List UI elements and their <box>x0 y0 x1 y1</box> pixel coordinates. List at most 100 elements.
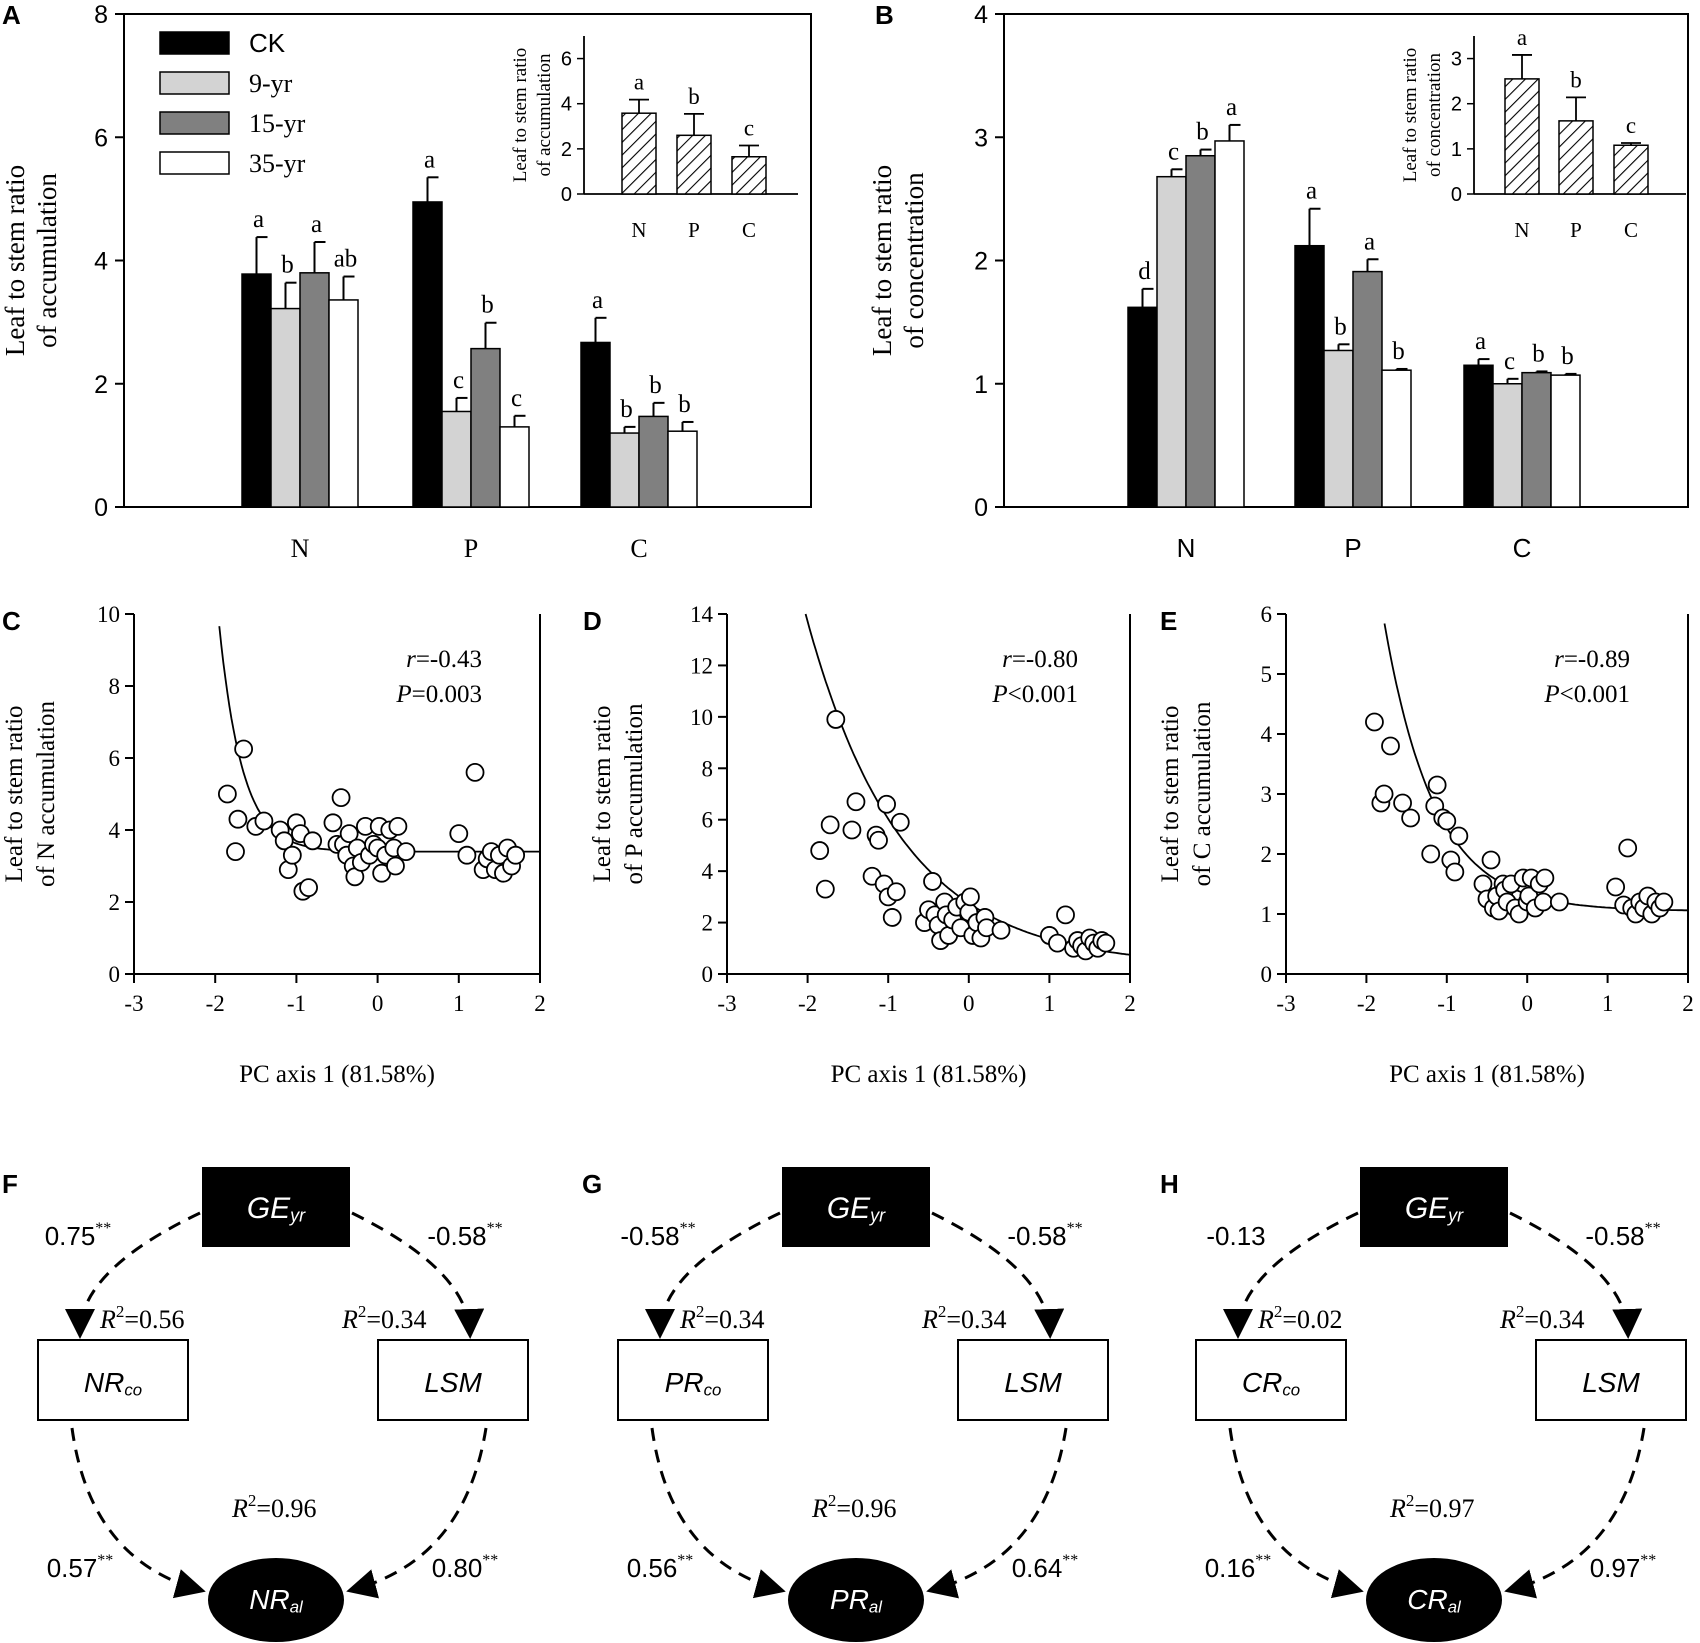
data-point <box>846 792 866 812</box>
bar <box>1492 383 1523 508</box>
bar <box>1352 270 1383 508</box>
inset-chart: 0 2 4 6 Leaf to stem ratio of accumulation a Nb… <box>510 36 798 242</box>
r2-right-value: =0.34 <box>366 1305 426 1334</box>
coef-top-right-value: -0.58 <box>427 1221 486 1251</box>
significance-letter: b <box>481 292 494 319</box>
coef-top-right: -0.58** <box>1007 1220 1082 1251</box>
node-box-top <box>782 1167 930 1247</box>
node-top-label-sub: yr <box>1446 1206 1464 1226</box>
coef-right-bottom-value: 0.64 <box>1012 1553 1063 1583</box>
r2-left-exponent: 2 <box>696 1302 705 1321</box>
data-point <box>1056 905 1075 925</box>
node-box-left <box>37 1339 189 1421</box>
node-bottom-label-sub: al <box>1448 1597 1462 1616</box>
data-point <box>826 710 846 729</box>
stat-r-symbol: r <box>1554 646 1564 673</box>
data-point <box>1048 933 1067 953</box>
y-tick-label: 6 <box>1261 602 1273 627</box>
inset-y-axis-label: of concentration <box>1424 53 1445 177</box>
coef-right-bottom-significance: ** <box>482 1552 498 1569</box>
node-left-label-main: NR <box>84 1367 124 1398</box>
x-category-label: N <box>1177 533 1196 563</box>
y-tick-label: 3 <box>1261 782 1273 807</box>
x-tick-label: -2 <box>798 991 817 1016</box>
coef-top-left-significance: ** <box>680 1220 696 1237</box>
significance-letter: b <box>281 252 294 279</box>
y-axis-label: of accumulation <box>32 173 62 348</box>
data-point <box>388 817 408 836</box>
node-top-label-sub: yr <box>288 1206 306 1226</box>
coef-right-bottom-significance: ** <box>1062 1552 1078 1569</box>
r2-bottom-exponent: 2 <box>248 1491 257 1510</box>
data-point <box>1654 892 1674 912</box>
significance-letter: ab <box>334 246 358 273</box>
inset-chart: 0 1 2 3 Leaf to stem ratio of concentration a N… <box>1400 25 1686 242</box>
significance-letter: c <box>1504 348 1515 375</box>
inset-x-category-label: P <box>688 218 700 242</box>
panel-label: G <box>582 1169 602 1199</box>
coef-top-left: 0.75** <box>45 1220 112 1251</box>
coef-left-bottom: 0.56** <box>627 1552 694 1583</box>
x-tick-label: 2 <box>534 991 546 1016</box>
x-tick-label: -3 <box>717 991 736 1016</box>
inset-y-tick-label: 6 <box>561 49 572 71</box>
data-point <box>217 784 237 804</box>
node-left-label-main: CR <box>1242 1367 1282 1398</box>
inset-x-category-label: N <box>1514 218 1529 242</box>
data-point <box>1618 838 1638 858</box>
node-top-label-main: GE <box>247 1192 291 1225</box>
inset-x-category-label: C <box>1624 218 1638 242</box>
r2-left: R2=0.02 <box>1257 1302 1343 1334</box>
r2-bottom-symbol: R <box>231 1494 248 1523</box>
path-arrow-left-bottom <box>70 1427 206 1599</box>
y-tick-label: 2 <box>109 890 121 915</box>
coef-top-right-significance: ** <box>1645 1220 1661 1237</box>
coef-top-left-value: -0.58 <box>620 1221 679 1251</box>
y-tick-label: 4 <box>702 859 714 884</box>
significance-letter: b <box>1532 340 1545 367</box>
panel-label: D <box>583 606 602 636</box>
legend-label: 9-yr <box>249 69 293 98</box>
data-point <box>457 845 477 865</box>
data-point <box>396 842 416 861</box>
x-tick-label: -1 <box>287 991 306 1016</box>
inset-bar <box>621 112 657 195</box>
inset-y-tick-label: 2 <box>561 139 572 161</box>
stat-p-value: =0.003 <box>412 681 482 708</box>
node-top-label: GEyr <box>247 1192 306 1226</box>
r2-right-symbol: R <box>1499 1305 1516 1334</box>
path-arrow-left-bottom <box>650 1427 786 1599</box>
data-point <box>1096 933 1116 953</box>
data-point <box>282 845 302 865</box>
r2-right-value: =0.34 <box>946 1305 1006 1334</box>
stat-r-value: =-0.89 <box>1564 646 1630 673</box>
y-tick-label: 0 <box>702 962 714 987</box>
fit-curve <box>1383 623 1688 912</box>
significance-letter: a <box>424 146 435 173</box>
x-category-label: P <box>1344 533 1361 563</box>
r2-left-exponent: 2 <box>1274 1302 1283 1321</box>
data-point <box>1449 826 1469 846</box>
stat-r: r=-0.80 <box>1002 646 1078 673</box>
path-arrow-right-bottom <box>1504 1427 1646 1599</box>
node-top-label: GEyr <box>827 1192 886 1226</box>
legend-label: 35-yr <box>249 149 306 178</box>
bar <box>270 307 301 508</box>
y-tick-label: 4 <box>94 248 108 276</box>
data-point <box>339 824 359 843</box>
x-tick-label: 1 <box>453 991 465 1016</box>
node-left-label-sub: co <box>1282 1380 1300 1399</box>
data-point <box>1533 892 1553 912</box>
data-point <box>1365 712 1384 732</box>
x-tick-label: -3 <box>1276 991 1295 1016</box>
node-ellipse-bottom <box>788 1558 924 1642</box>
panel-c: C 0 2 4 6 8 10 -3 -2 -1 0 1 2 PC axis 1 (81.58%) Leaf … <box>1 602 546 1088</box>
inset-y-tick-label: 3 <box>1451 49 1462 71</box>
node-bottom-label-sub: al <box>290 1597 304 1616</box>
bar <box>1156 175 1187 508</box>
inset-significance-letter: a <box>634 70 644 95</box>
panel-e: E 0 1 2 3 4 5 6 -3 -2 -1 0 1 2 PC axis 1 (81.58%) Leaf … <box>1157 602 1694 1088</box>
